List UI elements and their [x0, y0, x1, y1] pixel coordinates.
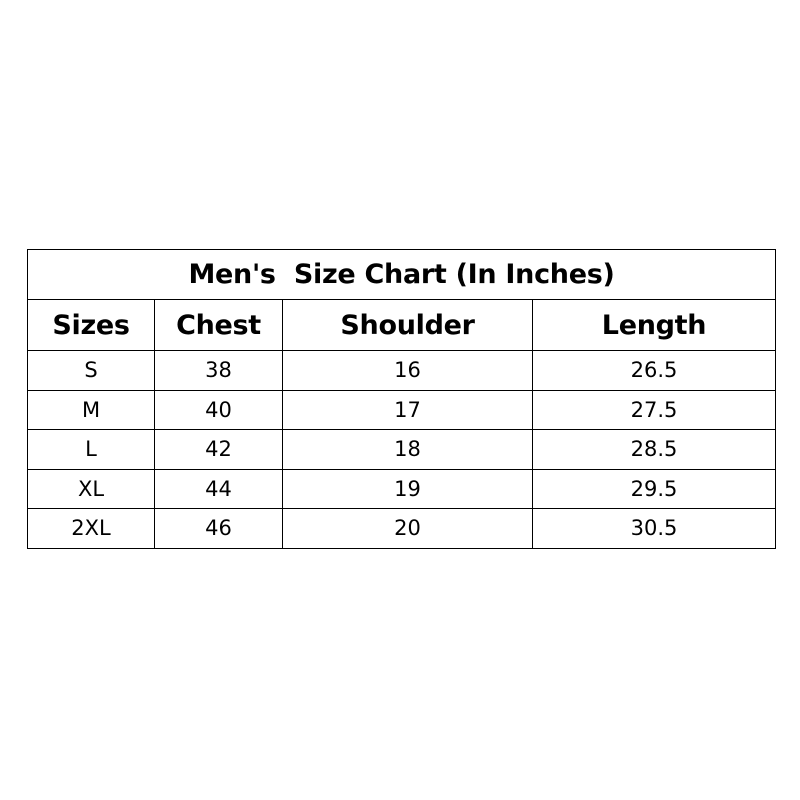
length-cell: 29.5	[531, 468, 777, 509]
length-cell: 30.5	[531, 508, 777, 549]
chest-cell: 38	[154, 350, 283, 391]
shoulder-cell: 18	[282, 429, 533, 470]
shoulder-cell: 16	[282, 350, 533, 391]
chest-cell: 44	[154, 468, 283, 509]
size-cell: S	[27, 350, 155, 391]
size-cell: XL	[27, 468, 155, 509]
shoulder-cell: 20	[282, 508, 533, 549]
length-cell: 26.5	[531, 350, 777, 391]
length-cell: 27.5	[531, 389, 777, 430]
size-chart-table: Men's Size Chart (In Inches) Sizes Chest…	[26, 249, 777, 549]
size-cell: M	[27, 389, 155, 430]
size-cell: 2XL	[27, 508, 155, 549]
shoulder-cell: 19	[282, 468, 533, 509]
length-cell: 28.5	[531, 429, 777, 470]
table-row: M 40 17 27.5	[27, 389, 777, 430]
column-header-chest: Chest	[154, 299, 283, 351]
table-row: S 38 16 26.5	[27, 350, 777, 391]
column-header-sizes: Sizes	[27, 299, 155, 351]
shoulder-cell: 17	[282, 389, 533, 430]
table-row: 2XL 46 20 30.5	[27, 508, 777, 549]
chest-cell: 46	[154, 508, 283, 549]
column-header-length: Length	[531, 299, 777, 351]
size-cell: L	[27, 429, 155, 470]
chest-cell: 40	[154, 389, 283, 430]
header-row: Sizes Chest Shoulder Length	[27, 299, 777, 351]
table-title: Men's Size Chart (In Inches)	[26, 249, 777, 300]
title-row: Men's Size Chart (In Inches)	[26, 249, 777, 300]
table-row: XL 44 19 29.5	[27, 468, 777, 509]
column-header-shoulder: Shoulder	[282, 299, 533, 351]
chest-cell: 42	[154, 429, 283, 470]
table-row: L 42 18 28.5	[27, 429, 777, 470]
